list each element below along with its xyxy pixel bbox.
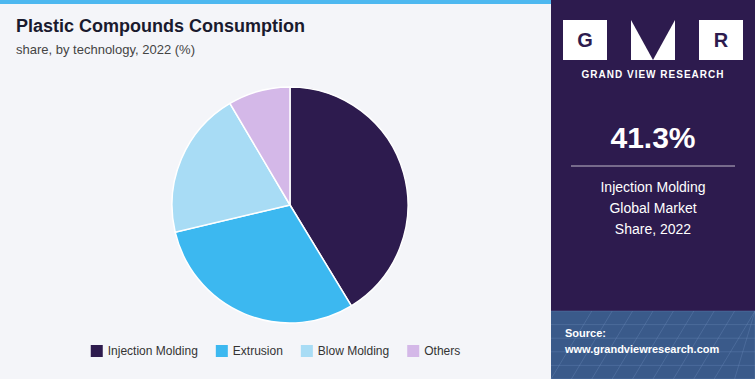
brand-name: GRAND VIEW RESEARCH	[582, 69, 725, 80]
panel-line	[714, 311, 755, 379]
logo-letter: R	[714, 29, 729, 51]
logo-box	[631, 20, 675, 60]
panel-line	[551, 324, 755, 325]
top-strip	[0, 0, 551, 4]
subtitle: share, by technology, 2022 (%)	[16, 42, 195, 57]
legend-item: Blow Molding	[301, 344, 389, 358]
panel-line	[735, 311, 755, 379]
legend: Injection Molding Extrusion Blow Molding Ot…	[91, 344, 460, 358]
logo-v	[631, 20, 675, 60]
legend-swatch	[91, 345, 103, 357]
sidebar-panel	[551, 311, 755, 379]
text-line: Source:	[565, 327, 606, 339]
legend-swatch	[216, 345, 228, 357]
highlight-caption: Injection Molding Global Market Share, 202…	[600, 179, 705, 237]
legend-item: Others	[407, 344, 460, 358]
legend-item: Extrusion	[216, 344, 283, 358]
legend-label: Extrusion	[233, 344, 283, 358]
legend-item: Injection Molding	[91, 344, 198, 358]
pie-slice	[230, 87, 290, 205]
legend-label: Injection Molding	[108, 344, 198, 358]
title: Plastic Compounds Consumption	[16, 16, 305, 36]
legend-swatch	[407, 345, 419, 357]
legend-swatch	[301, 345, 313, 357]
text-line: Injection Molding	[600, 179, 705, 195]
main-background	[0, 0, 551, 379]
sidebar-background	[551, 0, 755, 379]
pie	[172, 87, 408, 323]
text-line: Share, 2022	[615, 221, 691, 237]
sidebar: G R GRAND VIEW RESEARCH 41.3% Injection Mold…	[551, 0, 755, 379]
logo-letter: G	[577, 29, 593, 51]
logo-box	[563, 20, 607, 60]
source-note: Source: www.grandviewresearch.com	[564, 327, 719, 355]
legend-label: Blow Molding	[318, 344, 389, 358]
text-line: www.grandviewresearch.com	[564, 343, 719, 355]
panel-line	[551, 365, 755, 366]
panel-line	[551, 311, 755, 312]
legend-label: Others	[424, 344, 460, 358]
divider	[571, 166, 735, 167]
text-line: Global Market	[609, 200, 696, 216]
highlight-value: 41.3%	[610, 121, 695, 154]
logo-box	[699, 20, 743, 60]
panel-pattern	[551, 311, 755, 379]
chart: Plastic Compounds Consumption share, by t…	[0, 0, 755, 379]
